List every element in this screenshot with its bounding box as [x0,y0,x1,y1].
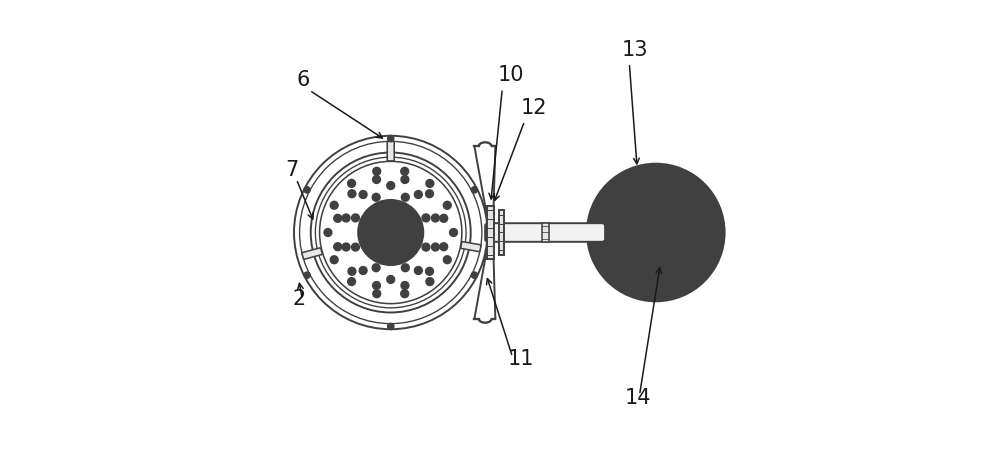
Circle shape [304,272,310,279]
Text: 7: 7 [285,160,298,180]
Circle shape [334,214,342,222]
Circle shape [414,266,422,274]
FancyBboxPatch shape [387,141,394,161]
Circle shape [342,214,350,222]
Circle shape [324,229,332,237]
Bar [487,206,494,259]
Circle shape [443,256,451,264]
Circle shape [620,197,691,268]
Circle shape [359,191,367,199]
Circle shape [426,267,433,275]
Circle shape [348,179,356,187]
Circle shape [443,201,451,209]
Circle shape [348,278,356,286]
Circle shape [431,214,439,222]
Circle shape [373,167,381,175]
Circle shape [304,186,310,193]
Circle shape [426,190,433,198]
Circle shape [422,243,430,251]
FancyBboxPatch shape [485,223,605,242]
FancyBboxPatch shape [302,248,322,259]
Circle shape [471,186,478,193]
Circle shape [359,266,367,274]
Circle shape [401,281,409,289]
Circle shape [348,190,356,198]
Circle shape [387,275,395,283]
Text: 13: 13 [622,40,648,60]
Circle shape [587,164,725,301]
Circle shape [373,176,380,184]
Circle shape [372,193,380,201]
Circle shape [401,167,409,175]
Circle shape [431,243,439,251]
Circle shape [387,135,394,142]
Circle shape [414,191,422,199]
Bar [499,211,504,255]
Text: 10: 10 [497,66,524,86]
Circle shape [440,214,448,222]
Circle shape [358,200,423,265]
Circle shape [387,182,395,190]
Circle shape [426,278,434,286]
Text: 2: 2 [292,289,305,309]
Circle shape [373,290,381,298]
Circle shape [372,264,380,272]
Circle shape [387,323,394,330]
Circle shape [422,214,430,222]
Circle shape [471,272,478,279]
Circle shape [401,176,409,184]
Circle shape [330,201,338,209]
Circle shape [348,267,356,275]
Circle shape [401,264,409,272]
Circle shape [334,243,342,251]
Circle shape [352,243,359,251]
Text: 12: 12 [521,98,547,118]
Circle shape [330,256,338,264]
FancyBboxPatch shape [461,242,481,252]
Text: 6: 6 [297,70,310,90]
Circle shape [440,243,448,251]
Text: 14: 14 [625,388,651,408]
Circle shape [401,290,409,298]
Circle shape [352,214,359,222]
Bar [542,223,549,242]
Text: 11: 11 [507,349,534,369]
Circle shape [450,229,457,237]
Circle shape [373,281,380,289]
Circle shape [426,179,434,187]
Circle shape [401,193,409,201]
Circle shape [342,243,350,251]
